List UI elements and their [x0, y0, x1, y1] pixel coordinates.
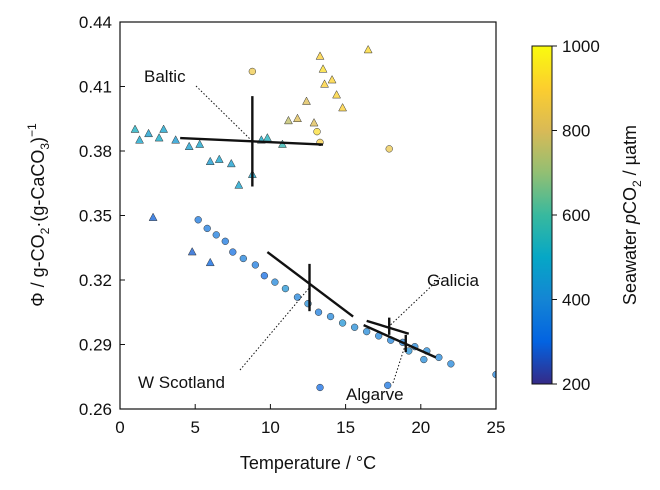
y-tick-label: 0.32 — [79, 271, 112, 290]
point-circle — [316, 383, 324, 392]
point-circle — [212, 231, 220, 239]
y-axis-title: Φ / g-CO2·(g-CaCO3)−1 — [25, 123, 52, 307]
annotation-baltic: Baltic — [144, 67, 186, 86]
x-tick-label: 10 — [261, 418, 280, 437]
leader-line — [239, 287, 310, 371]
point-circle — [251, 261, 260, 269]
point-circle — [385, 145, 393, 153]
point-circle — [338, 319, 347, 327]
point-triangle — [205, 156, 215, 165]
point-circle — [314, 308, 323, 316]
x-tick-label: 0 — [115, 418, 124, 437]
colorbar-tick-label: 1000 — [562, 37, 600, 56]
point-triangle — [302, 96, 311, 105]
point-triangle — [159, 124, 169, 133]
point-circle — [271, 278, 279, 286]
point-circle — [363, 327, 371, 336]
point-triangle — [205, 257, 215, 267]
point-triangle — [148, 212, 158, 221]
axis-ticks: 0 5 10 15 20 25 0.26 0.29 0.32 0.35 0.38 0.41 0.44 — [79, 13, 506, 437]
point-circle — [326, 312, 335, 321]
point-circle — [384, 381, 392, 390]
point-triangle — [318, 64, 328, 73]
plot-area — [120, 22, 496, 409]
data-points — [130, 44, 496, 392]
point-triangle — [338, 102, 348, 112]
point-triangle — [234, 180, 244, 189]
point-triangle — [195, 139, 205, 148]
point-triangle — [284, 115, 293, 125]
point-triangle — [320, 79, 329, 88]
y-tick-label: 0.35 — [79, 207, 112, 226]
point-triangle — [187, 247, 197, 256]
annotation-algarve: Algarve — [346, 385, 404, 404]
colorbar-tick-label: 200 — [562, 375, 590, 394]
point-circle — [248, 67, 257, 76]
point-circle — [492, 370, 496, 379]
point-triangle — [171, 135, 181, 144]
point-triangle — [309, 118, 319, 127]
point-circle — [447, 360, 455, 368]
annotation-leaders — [195, 85, 441, 384]
annotation-w-scotland: W Scotland — [138, 373, 225, 392]
colorbar-tick-label: 600 — [562, 206, 590, 225]
point-circle — [435, 353, 443, 362]
y-tick-label: 0.44 — [79, 13, 112, 32]
point-circle — [281, 284, 290, 293]
colorbar-tick-label: 400 — [562, 291, 590, 310]
group-line — [366, 319, 410, 335]
leader-line — [388, 277, 441, 327]
point-triangle — [293, 113, 302, 122]
point-circle — [260, 272, 269, 280]
x-tick-label: 5 — [190, 418, 199, 437]
point-circle — [239, 254, 247, 263]
y-tick-label: 0.38 — [79, 142, 112, 161]
point-circle — [350, 323, 359, 331]
x-tick-label: 25 — [487, 418, 506, 437]
point-circle — [203, 224, 211, 233]
point-triangle — [315, 51, 325, 60]
colorbar-tick-label: 800 — [562, 122, 590, 141]
point-triangle — [214, 154, 224, 163]
point-triangle — [327, 75, 337, 84]
x-axis-title: Temperature / °C — [240, 453, 376, 473]
point-triangle — [184, 141, 194, 150]
colorbar-title: Seawater pCO2 / µatm — [620, 125, 644, 305]
colorbar-ticks: 200 400 600 800 1000 — [552, 37, 600, 394]
point-triangle — [332, 90, 341, 99]
point-circle — [313, 128, 321, 136]
x-tick-label: 20 — [411, 418, 430, 437]
point-circle — [194, 216, 202, 224]
point-triangle — [135, 135, 144, 144]
point-triangle — [144, 128, 153, 138]
point-triangle — [226, 158, 236, 168]
x-tick-label: 15 — [336, 418, 355, 437]
point-circle — [420, 355, 428, 364]
leader-line — [195, 85, 253, 142]
point-triangle — [154, 133, 164, 142]
annotation-galicia: Galicia — [427, 271, 480, 290]
y-tick-label: 0.41 — [79, 78, 112, 97]
point-triangle — [363, 44, 373, 54]
group-markers — [180, 96, 437, 359]
y-tick-label: 0.29 — [79, 336, 112, 355]
point-triangle — [130, 124, 140, 133]
y-tick-label: 0.26 — [79, 400, 112, 419]
point-circle — [229, 248, 237, 256]
colorbar — [531, 45, 553, 385]
group-line — [363, 324, 437, 359]
point-circle — [221, 237, 229, 245]
